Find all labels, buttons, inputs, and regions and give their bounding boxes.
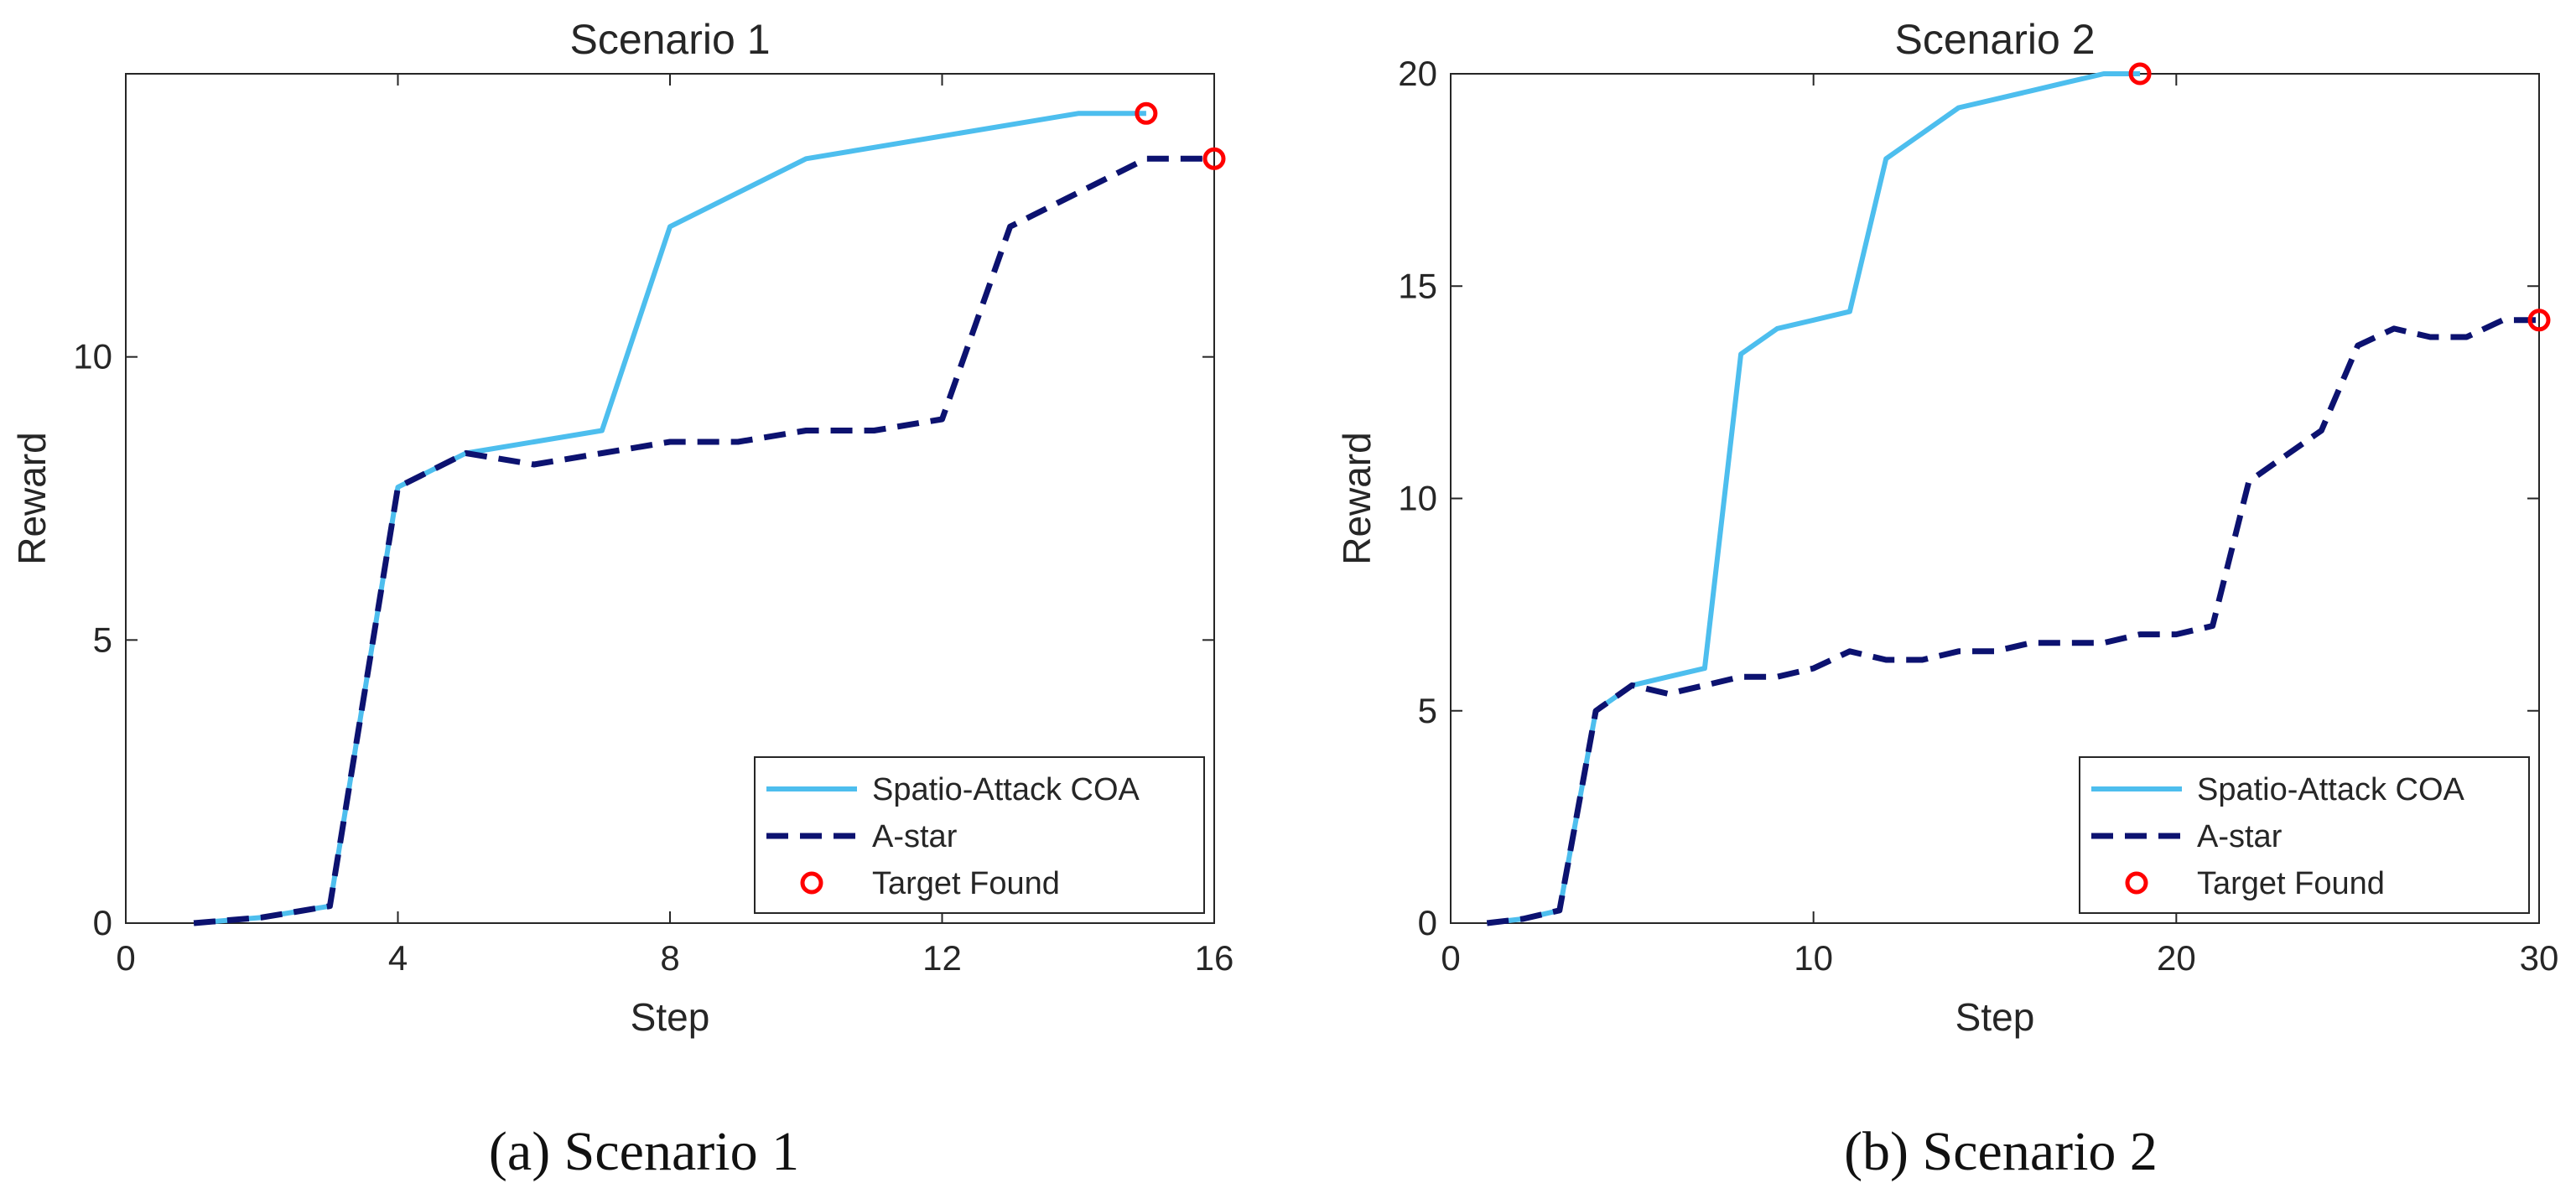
legend-label: Spatio-Attack COA	[872, 772, 1140, 807]
y-tick-label: 15	[1398, 266, 1437, 305]
legend-label: A-star	[872, 819, 958, 854]
x-axis-label: Step	[1955, 995, 2035, 1039]
y-tick-label: 0	[93, 903, 112, 942]
legend-marker-target-found	[800, 871, 823, 895]
y-tick-label: 10	[73, 337, 112, 376]
x-tick-label: 10	[1794, 938, 1833, 978]
legend-label: Spatio-Attack COA	[2197, 772, 2465, 807]
x-tick-label: 30	[2520, 938, 2559, 978]
series-line-a-star	[193, 155, 1214, 926]
x-tick-label: 8	[660, 938, 679, 978]
y-axis-label: Reward	[1335, 432, 1379, 565]
y-tick-label: 0	[1418, 903, 1437, 942]
y-tick-label: 5	[93, 620, 112, 659]
target-found-marker	[2128, 62, 2152, 86]
series-line-a-star	[1486, 317, 2539, 926]
y-tick-label: 10	[1398, 479, 1437, 518]
x-tick-label: 4	[388, 938, 408, 978]
legend-box	[754, 756, 1205, 914]
x-tick-label: 12	[922, 938, 962, 978]
chart-title: Scenario 2	[1894, 16, 2095, 63]
target-found-marker	[1135, 101, 1158, 125]
y-tick-label: 5	[1418, 691, 1437, 730]
y-axis-label: Reward	[10, 432, 54, 565]
legend-marker-target-found	[2125, 871, 2148, 895]
y-tick-label: 20	[1398, 54, 1437, 93]
chart-panel-1: Scenario 1 0 4 8 12 16 0 5 10 Step Reward Spatio-At…	[10, 16, 1233, 1039]
chart-title: Scenario 1	[569, 16, 770, 63]
x-axis-label: Step	[631, 995, 710, 1039]
chart-panel-2: Scenario 2 0 10 20 30 0 5 10 15 20 Step Reward Spati…	[1335, 16, 2558, 1039]
x-tick-label: 0	[1441, 938, 1460, 978]
legend-label: A-star	[2197, 819, 2283, 854]
target-found-marker	[1202, 147, 1226, 170]
legend-label: Target Found	[872, 866, 1060, 901]
legend-label: Target Found	[2197, 866, 2385, 901]
x-tick-label: 16	[1195, 938, 1234, 978]
x-tick-label: 20	[2157, 938, 2196, 978]
target-found-marker	[2527, 309, 2551, 332]
x-tick-label: 0	[116, 938, 135, 978]
caption-b: (b) Scenario 2	[1844, 1121, 2158, 1182]
caption-a: (a) Scenario 1	[488, 1121, 800, 1182]
legend-box	[2079, 756, 2530, 914]
